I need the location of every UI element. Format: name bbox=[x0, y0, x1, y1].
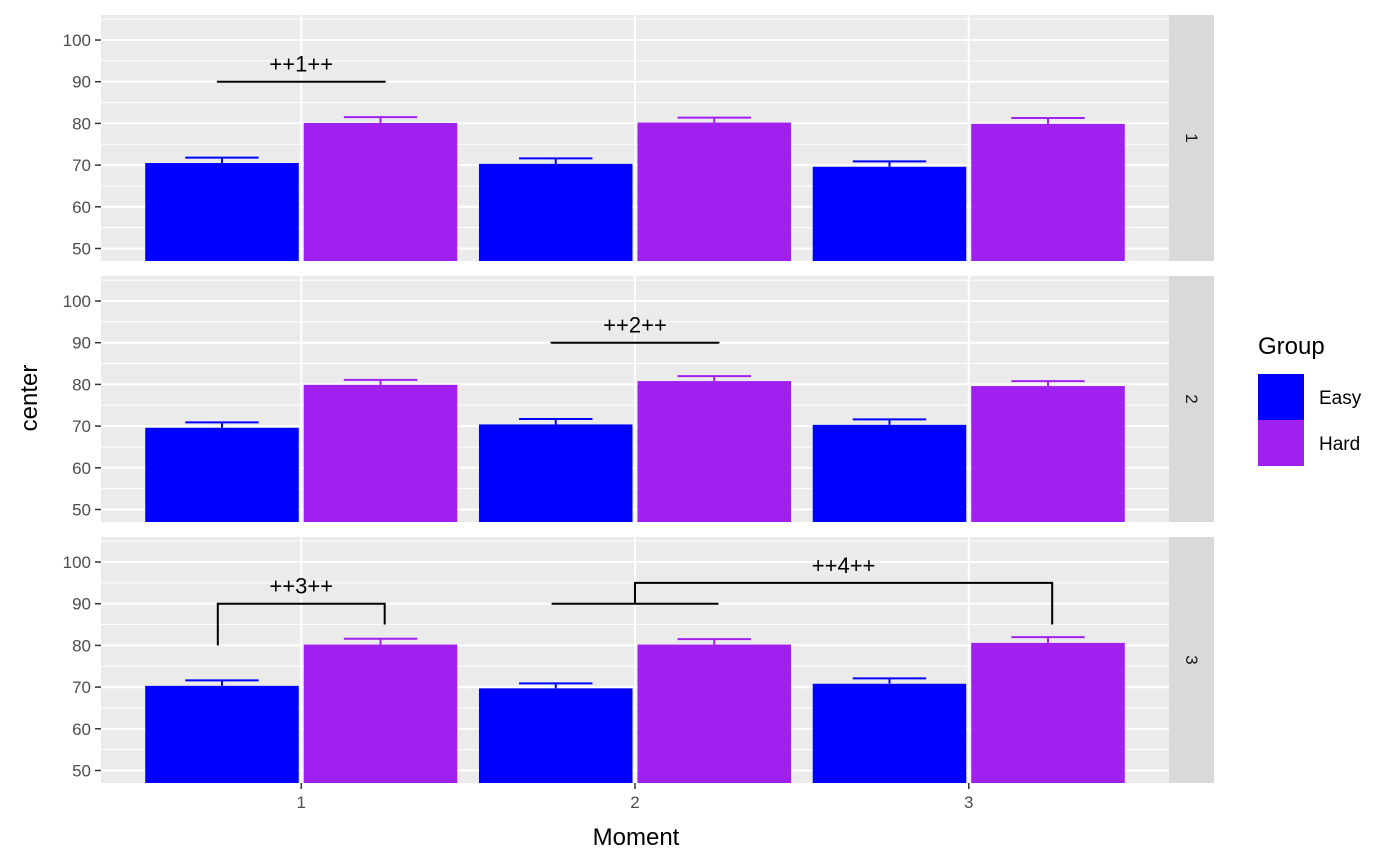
y-tick-label: 80 bbox=[72, 636, 91, 655]
y-tick-label: 80 bbox=[72, 114, 91, 133]
x-tick-label: 1 bbox=[297, 793, 306, 812]
legend-key-easy bbox=[1258, 374, 1304, 420]
y-tick-label: 100 bbox=[63, 31, 91, 50]
facet-strip bbox=[1169, 276, 1214, 522]
bar-hard bbox=[303, 384, 458, 522]
x-tick-label: 3 bbox=[964, 793, 973, 812]
bar-hard bbox=[971, 642, 1125, 783]
legend-label-easy: Easy bbox=[1319, 388, 1362, 409]
panels-layer: 5060708090100++1++15060708090100++2++250… bbox=[63, 15, 1214, 783]
significance-label: ++4++ bbox=[812, 553, 876, 578]
bar-easy bbox=[145, 685, 299, 783]
x-axis: 1 2 3 bbox=[297, 783, 973, 812]
bar-hard bbox=[971, 123, 1125, 261]
panel-2: 50 60 70 80 90 100 ++2++ 2 bbox=[63, 276, 1214, 522]
significance-bracket bbox=[550, 341, 720, 344]
legend-title: Group bbox=[1258, 333, 1325, 360]
bar-easy bbox=[812, 166, 967, 261]
y-tick-label: 90 bbox=[72, 334, 91, 353]
bar-hard bbox=[637, 381, 792, 522]
bar-hard bbox=[303, 122, 458, 261]
bar-hard bbox=[637, 122, 792, 262]
legend-label-hard: Hard bbox=[1319, 434, 1360, 455]
bar-hard bbox=[637, 644, 792, 783]
y-tick-label: 70 bbox=[72, 678, 91, 697]
y-tick-label: 50 bbox=[72, 761, 91, 780]
bar-easy bbox=[812, 424, 967, 522]
y-tick-label: 90 bbox=[72, 73, 91, 92]
y-tick-label: 90 bbox=[72, 595, 91, 614]
facet-strip-label: 2 bbox=[1182, 394, 1201, 403]
y-tick-label: 70 bbox=[72, 417, 91, 436]
x-tick-label: 2 bbox=[630, 793, 639, 812]
y-tick-label: 100 bbox=[63, 553, 91, 572]
panel-1: 50 60 70 80 90 100 ++1++ 1 bbox=[63, 15, 1214, 262]
bar-easy bbox=[145, 427, 299, 522]
significance-bracket bbox=[216, 80, 386, 83]
bar-easy bbox=[478, 163, 633, 261]
significance-label: ++2++ bbox=[603, 313, 667, 338]
bar-hard bbox=[971, 386, 1125, 522]
significance-bracket bbox=[634, 581, 1054, 625]
bar-easy bbox=[478, 424, 633, 522]
y-tick-label: 60 bbox=[72, 459, 91, 478]
significance-label: ++3++ bbox=[269, 574, 333, 599]
significance-bracket bbox=[216, 602, 386, 646]
facet-strip-label: 3 bbox=[1182, 655, 1201, 664]
bar-easy bbox=[145, 163, 299, 261]
panel-3: 50 60 70 80 90 100 ++3++ ++4++ 3 bbox=[63, 537, 1214, 783]
y-tick-label: 60 bbox=[72, 720, 91, 739]
bar-hard bbox=[303, 644, 458, 783]
legend: Group Easy Hard bbox=[1258, 333, 1362, 466]
bar-easy bbox=[478, 688, 633, 783]
y-tick-label: 50 bbox=[72, 239, 91, 258]
bar-easy bbox=[812, 683, 967, 783]
significance-label: ++1++ bbox=[269, 52, 333, 77]
facet-strip-label: 1 bbox=[1182, 133, 1201, 142]
y-tick-label: 60 bbox=[72, 198, 91, 217]
x-axis-title: Moment bbox=[593, 824, 680, 851]
facet-strip bbox=[1169, 15, 1214, 261]
y-axis-title: center bbox=[16, 365, 43, 432]
facet-strip bbox=[1169, 537, 1214, 783]
legend-key-hard bbox=[1258, 420, 1304, 466]
y-tick-label: 80 bbox=[72, 375, 91, 394]
y-tick-label: 100 bbox=[63, 292, 91, 311]
y-tick-label: 70 bbox=[72, 156, 91, 175]
y-tick-label: 50 bbox=[72, 500, 91, 519]
